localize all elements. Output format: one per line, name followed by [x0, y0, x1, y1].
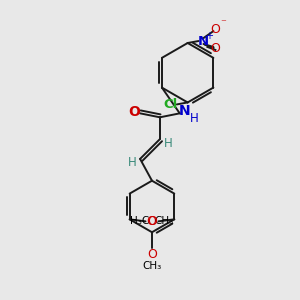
Text: O: O [128, 105, 140, 119]
Text: O: O [147, 248, 157, 260]
Text: H₃C: H₃C [130, 216, 149, 226]
Text: N: N [179, 104, 190, 118]
Text: O: O [146, 215, 156, 228]
Text: +: + [206, 31, 213, 41]
Text: H: H [128, 156, 136, 170]
Text: CH₃: CH₃ [142, 261, 162, 271]
Text: N: N [198, 34, 209, 47]
Text: ⁻: ⁻ [220, 18, 226, 28]
Text: O: O [211, 22, 220, 36]
Text: H: H [190, 112, 199, 125]
Text: O: O [148, 215, 158, 228]
Text: CH₃: CH₃ [155, 216, 174, 226]
Text: Cl: Cl [164, 98, 178, 111]
Text: O: O [211, 42, 220, 56]
Text: H: H [164, 136, 172, 150]
